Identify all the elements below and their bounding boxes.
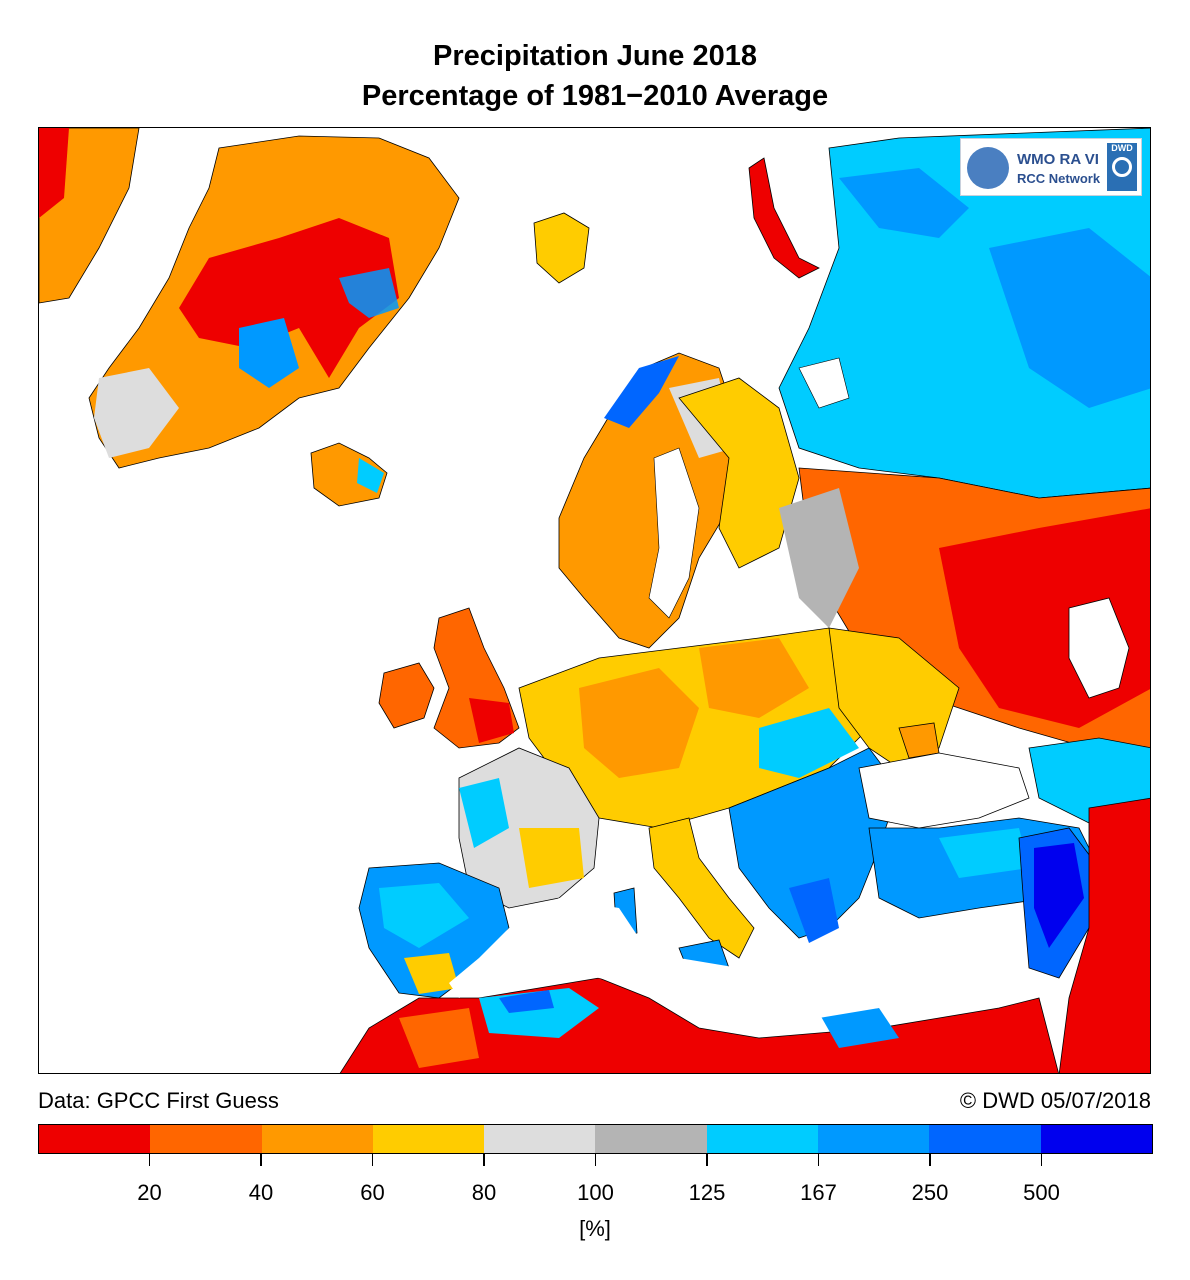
france-west-wet xyxy=(459,778,509,848)
legend-tick-label: 60 xyxy=(360,1180,385,1205)
legend-tick-label: 40 xyxy=(248,1180,274,1205)
dwd-badge: DWD xyxy=(1107,143,1137,191)
legend-swatch xyxy=(261,1125,373,1153)
russia-north-deep xyxy=(839,168,969,238)
iceland xyxy=(310,442,388,507)
danube-cyan xyxy=(759,708,859,778)
mediterranean xyxy=(449,898,1024,1028)
dwd-swirl-icon xyxy=(1112,157,1132,177)
legend-tick-mark xyxy=(706,1154,708,1166)
legend-swatch xyxy=(1040,1125,1152,1153)
middle-east xyxy=(1058,797,1150,1073)
legend-swatch xyxy=(706,1125,819,1153)
logo-subtitle: RCC Network xyxy=(1017,171,1101,186)
algeria-deep xyxy=(499,990,554,1013)
legend-tick-label: 500 xyxy=(1023,1180,1060,1205)
levant-deep xyxy=(1034,843,1084,948)
legend-tick-mark xyxy=(371,1154,374,1166)
iberia-south-dry xyxy=(404,953,459,994)
legend-tick-mark xyxy=(148,1154,151,1166)
map-subtitle: Percentage of 1981−2010 Average xyxy=(361,80,829,112)
copyright: © DWD 05/07/2018 xyxy=(959,1088,1151,1113)
legend-tick-mark xyxy=(594,1154,597,1166)
greenland-west-gray xyxy=(94,368,179,458)
finland xyxy=(678,377,800,569)
ireland xyxy=(378,662,435,729)
turkey-cyan xyxy=(939,828,1029,878)
legend-swatch xyxy=(372,1125,485,1153)
data-source: Data: GPCC First Guess xyxy=(38,1088,279,1113)
greece-deep xyxy=(789,878,839,943)
libya-wet xyxy=(819,1008,899,1048)
iberia-cyan xyxy=(379,883,469,948)
poland-dry xyxy=(699,638,809,718)
wmo-logo: WMO RA VI RCC Network DWD xyxy=(960,138,1142,196)
legend-swatch xyxy=(595,1125,707,1153)
precipitation-map: WMO RA VI RCC Network DWD xyxy=(38,127,1151,1074)
north-africa-orange xyxy=(399,1008,479,1068)
legend-swatch xyxy=(484,1125,596,1153)
globe-icon xyxy=(967,147,1009,189)
france-south-dry xyxy=(519,828,584,888)
legend-tick-mark xyxy=(1040,1154,1043,1166)
legend-tick-label: 167 xyxy=(800,1180,837,1205)
germany-dry xyxy=(579,668,699,778)
greenland-center-dry xyxy=(179,218,399,378)
legend-tick-label: 100 xyxy=(577,1180,614,1205)
map-title: Precipitation June 2018 xyxy=(433,40,757,72)
greenland-south-wet xyxy=(239,318,299,388)
dwd-label: DWD xyxy=(1111,143,1133,153)
canada-red xyxy=(39,128,69,218)
svalbard xyxy=(533,212,590,284)
caspian-sea xyxy=(1068,597,1130,699)
legend-tick-label: 20 xyxy=(137,1180,162,1205)
legend-swatch xyxy=(818,1125,930,1153)
russia-north-deep2 xyxy=(989,228,1150,408)
legend-swatch xyxy=(150,1125,262,1153)
baltic-sea xyxy=(648,447,700,619)
novaya-zemlya xyxy=(748,157,820,279)
map-canvas xyxy=(39,128,1150,1073)
norway-coast-wet xyxy=(604,356,679,428)
balkans xyxy=(728,747,900,939)
legend-swatch xyxy=(39,1125,151,1153)
legend-swatch xyxy=(929,1125,1041,1153)
england-red xyxy=(469,698,514,743)
legend-tick-label: 125 xyxy=(688,1180,726,1205)
legend-tick-mark xyxy=(483,1154,485,1166)
color-legend xyxy=(38,1124,1153,1154)
baltics-gray xyxy=(779,488,859,628)
iceland-wet xyxy=(357,458,384,493)
logo-title: WMO RA VI xyxy=(1017,151,1099,168)
legend-tick-label: 80 xyxy=(471,1180,497,1205)
white-sea xyxy=(798,357,850,409)
legend-tick-mark xyxy=(817,1154,820,1166)
black-sea xyxy=(858,752,1030,829)
greenland-east-wet xyxy=(339,268,399,318)
italy xyxy=(648,817,755,959)
legend-unit: [%] xyxy=(579,1216,611,1241)
legend-tick-mark xyxy=(260,1154,262,1166)
legend-tick-mark xyxy=(929,1154,931,1166)
russia-north xyxy=(778,128,1150,499)
legend-tick-label: 250 xyxy=(911,1180,949,1205)
